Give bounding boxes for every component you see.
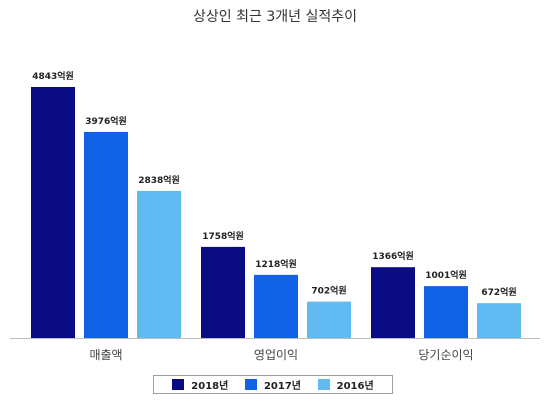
data-label-3-1: 1366억원: [372, 250, 414, 262]
data-label-3-2: 1001억원: [425, 269, 467, 281]
data-label-2-1: 1758억원: [202, 230, 244, 242]
data-label-1-2: 3976억원: [85, 115, 127, 127]
category-label-1: 매출액: [89, 348, 122, 362]
bar-2-1: [201, 246, 245, 338]
legend-label-1: 2018년: [191, 381, 229, 392]
bar-3-1: [371, 267, 415, 338]
bar-3-2: [424, 286, 468, 338]
legend-label-2: 2017년: [263, 381, 301, 392]
data-label-2-3: 702억원: [311, 285, 346, 297]
legend-swatch-1: [172, 379, 185, 390]
chart-title: 상상인 최근 3개년 실적추이: [193, 9, 357, 25]
bar-1-3: [137, 190, 181, 338]
category-label-2: 영업이익: [254, 348, 298, 362]
bar-2-3: [307, 301, 351, 338]
legend: 2018년 2017년 2016년: [153, 375, 393, 394]
legend-item-3: 2016년: [317, 377, 374, 392]
legend-item-2: 2017년: [244, 377, 301, 392]
data-label-3-3: 672억원: [481, 286, 516, 298]
legend-item-1: 2018년: [172, 377, 228, 392]
bar-2-2: [254, 274, 298, 338]
bar-1-2: [84, 131, 128, 338]
data-label-1-1: 4843억원: [32, 70, 74, 82]
category-label-3: 당기순이익: [418, 348, 473, 362]
data-label-1-3: 2838억원: [138, 174, 180, 186]
bar-1-1: [31, 87, 75, 338]
bar-3-3: [477, 303, 521, 338]
legend-swatch-2: [244, 379, 257, 390]
legend-label-3: 2016년: [336, 381, 374, 392]
data-label-2-2: 1218억원: [255, 258, 297, 270]
legend-swatch-3: [317, 379, 330, 390]
